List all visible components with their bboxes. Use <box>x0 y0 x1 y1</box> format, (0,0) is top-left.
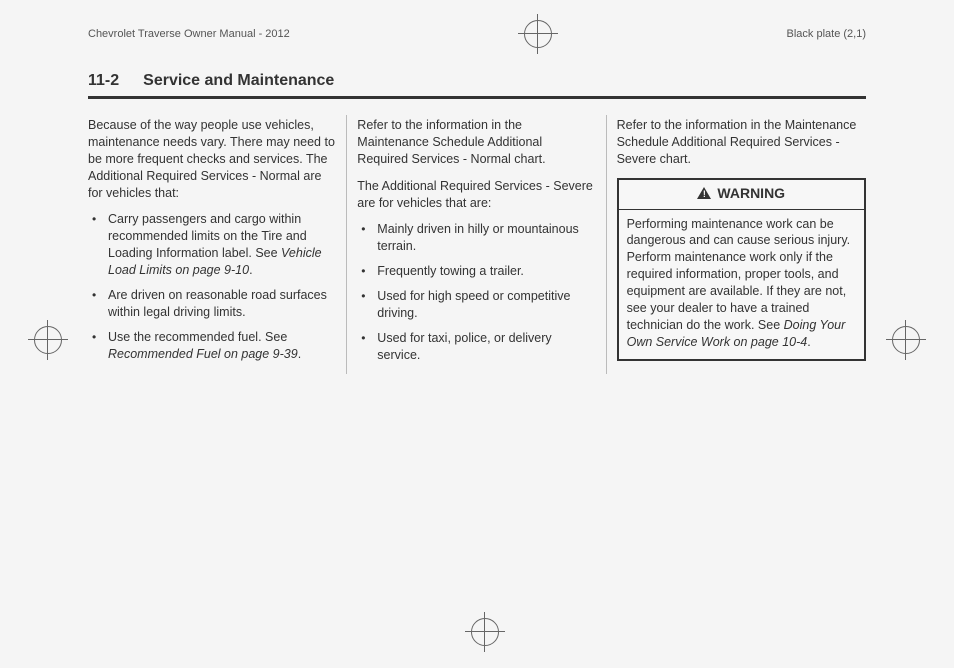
warning-body: Performing maintenance work can be dange… <box>619 210 864 359</box>
print-header: Chevrolet Traverse Owner Manual - 2012 B… <box>0 0 954 54</box>
col2-p2: The Additional Required Services - Sever… <box>357 178 595 212</box>
manual-title: Chevrolet Traverse Owner Manual - 2012 <box>88 28 290 40</box>
registration-mark-top <box>518 14 558 54</box>
xref-recommended-fuel: Recommended Fuel on page 9‑39 <box>108 347 298 361</box>
column-1: Because of the way people use vehicles, … <box>88 115 347 374</box>
col3-p1: Refer to the information in the Maintena… <box>617 117 866 168</box>
warning-triangle-icon <box>697 187 711 199</box>
warning-box: WARNING Performing maintenance work can … <box>617 178 866 361</box>
page-content: 11-2 Service and Maintenance Because of … <box>88 72 866 374</box>
warning-header: WARNING <box>619 180 864 210</box>
list-item: Carry passengers and cargo within recomm… <box>88 211 336 279</box>
column-3: Refer to the information in the Maintena… <box>607 115 866 374</box>
col1-intro: Because of the way people use vehicles, … <box>88 117 336 201</box>
warning-label: WARNING <box>717 184 785 203</box>
list-item: Are driven on reasonable road surfaces w… <box>88 287 336 321</box>
registration-mark-left <box>28 320 68 360</box>
page-number: 11-2 <box>88 72 119 90</box>
column-2: Refer to the information in the Maintena… <box>347 115 606 374</box>
col2-bullets: Mainly driven in hilly or mountainous te… <box>357 221 595 363</box>
col1-bullets: Carry passengers and cargo within recomm… <box>88 211 336 362</box>
list-item: Use the recommended fuel. See Recommende… <box>88 329 336 363</box>
columns: Because of the way people use vehicles, … <box>88 115 866 374</box>
col2-p1: Refer to the information in the Maintena… <box>357 117 595 168</box>
list-item: Mainly driven in hilly or mountainous te… <box>357 221 595 255</box>
list-item: Used for taxi, police, or delivery servi… <box>357 330 595 364</box>
list-item: Frequently towing a trailer. <box>357 263 595 280</box>
section-header: 11-2 Service and Maintenance <box>88 72 866 99</box>
registration-mark-right <box>886 320 926 360</box>
registration-mark-bottom <box>465 612 505 652</box>
section-title: Service and Maintenance <box>143 72 334 90</box>
list-item: Used for high speed or competitive drivi… <box>357 288 595 322</box>
plate-label: Black plate (2,1) <box>787 28 866 40</box>
